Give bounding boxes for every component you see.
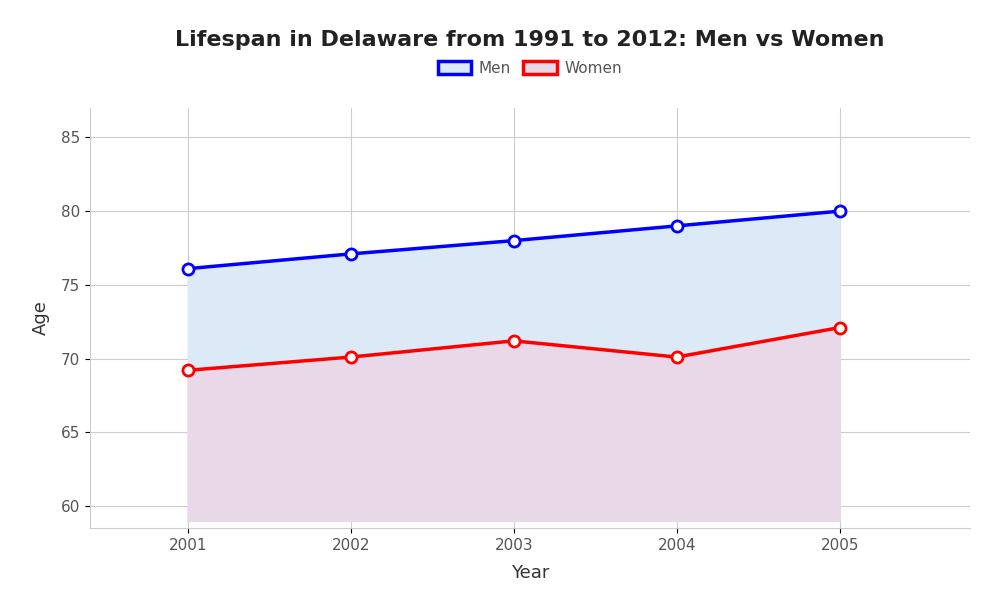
Legend: Men, Women: Men, Women xyxy=(438,61,622,76)
Title: Lifespan in Delaware from 1991 to 2012: Men vs Women: Lifespan in Delaware from 1991 to 2012: … xyxy=(175,29,885,49)
X-axis label: Year: Year xyxy=(511,564,549,582)
Y-axis label: Age: Age xyxy=(32,301,50,335)
